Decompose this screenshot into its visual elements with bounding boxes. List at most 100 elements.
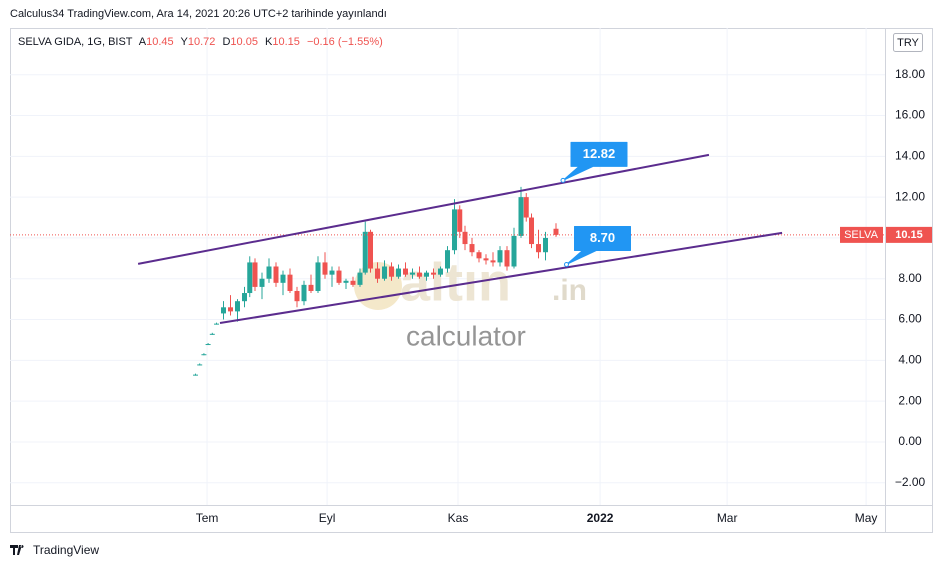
y-tick-label: 2.00 bbox=[898, 393, 922, 407]
currency-box[interactable] bbox=[893, 33, 923, 52]
legend-value: 10.45 bbox=[146, 36, 174, 48]
candle-body bbox=[452, 209, 457, 251]
y-tick-label: 14.00 bbox=[895, 149, 925, 163]
candle-body bbox=[252, 262, 258, 287]
y-tick-label: 12.00 bbox=[895, 189, 925, 203]
candle-body bbox=[221, 307, 226, 314]
price-value-box bbox=[886, 226, 932, 243]
candle-body bbox=[497, 250, 503, 263]
candle-body bbox=[247, 262, 253, 294]
candle-body bbox=[457, 209, 463, 232]
price-name-box bbox=[840, 226, 883, 243]
price-value: 10.15 bbox=[895, 229, 923, 241]
callout-point bbox=[560, 177, 566, 183]
grid bbox=[10, 28, 885, 505]
candle-body bbox=[336, 270, 342, 283]
y-tick-label: 18.00 bbox=[895, 67, 925, 81]
candle-body bbox=[209, 333, 215, 335]
plot-area bbox=[10, 153, 885, 376]
legend-key: Y bbox=[181, 36, 189, 48]
y-tick-label: 4.00 bbox=[898, 353, 922, 367]
candle-body bbox=[242, 293, 247, 302]
candle-body bbox=[308, 284, 314, 291]
chart-frame bbox=[10, 28, 933, 533]
candle-body bbox=[431, 272, 436, 275]
candle-body bbox=[529, 217, 534, 245]
legend-key: K bbox=[265, 36, 273, 48]
candle-body bbox=[518, 197, 524, 236]
candle-body bbox=[417, 272, 422, 277]
candle-body bbox=[490, 260, 496, 263]
candle-body bbox=[511, 235, 517, 267]
candle-body bbox=[201, 354, 207, 356]
candle-body bbox=[266, 266, 272, 279]
candle-body bbox=[235, 301, 240, 312]
y-tick-label: 0.00 bbox=[898, 434, 922, 448]
overlay: −2.000.002.004.006.008.0010.0012.0014.00… bbox=[196, 67, 932, 525]
candle-body bbox=[375, 268, 380, 279]
candle-body bbox=[280, 274, 286, 283]
candle-body bbox=[214, 323, 219, 325]
x-tick-label: Mar bbox=[717, 511, 738, 525]
candle-body bbox=[523, 197, 529, 218]
published-note: Calculus34 TradingView.com, Ara 14, 2021… bbox=[10, 8, 387, 20]
candle-body bbox=[504, 250, 510, 267]
candle-body bbox=[329, 270, 335, 275]
candle-body bbox=[469, 244, 475, 253]
x-tick-label: May bbox=[855, 511, 878, 525]
candle-body bbox=[476, 252, 482, 259]
y-tick-label: 16.00 bbox=[895, 108, 925, 122]
x-tick-label: 2022 bbox=[587, 511, 614, 525]
candle-body bbox=[287, 274, 293, 291]
callout-label: 12.82 bbox=[583, 146, 616, 161]
callout-point bbox=[564, 261, 569, 267]
candle-body bbox=[445, 250, 450, 269]
price-name: SELVA bbox=[844, 229, 878, 241]
callout-label: 8.70 bbox=[590, 230, 615, 245]
candle-body bbox=[205, 344, 211, 346]
legend-value: 10.72 bbox=[188, 36, 216, 48]
candle-body bbox=[301, 284, 307, 302]
trendline bbox=[137, 153, 710, 265]
candle-body bbox=[483, 258, 489, 261]
candle-body bbox=[294, 290, 300, 302]
candle-body bbox=[259, 278, 265, 287]
footer-logo bbox=[10, 545, 24, 555]
candle-body bbox=[343, 280, 349, 283]
watermark: altın .in calculator bbox=[354, 252, 587, 351]
callout bbox=[566, 225, 631, 265]
candle-body bbox=[396, 268, 401, 277]
y-tick-label: 8.00 bbox=[898, 271, 922, 285]
candle-body bbox=[315, 262, 321, 291]
candle-body bbox=[197, 364, 203, 366]
candle-body bbox=[273, 266, 279, 283]
candle-body bbox=[536, 244, 541, 253]
legend-key: D bbox=[222, 36, 230, 48]
x-tick-label: Eyl bbox=[319, 511, 336, 525]
candle-body bbox=[462, 231, 468, 245]
symbol: SELVA GIDA, 1G, BIST bbox=[18, 36, 133, 48]
candle-body bbox=[350, 280, 356, 285]
watermark-tagline: calculator bbox=[406, 320, 526, 351]
candle-body bbox=[368, 231, 373, 269]
candle-body bbox=[410, 272, 415, 275]
callout bbox=[562, 141, 628, 181]
y-tick-label: −2.00 bbox=[895, 475, 926, 489]
x-tick-label: Tem bbox=[196, 511, 219, 525]
candle-body bbox=[543, 237, 548, 253]
legend-value: 10.15 bbox=[272, 36, 300, 48]
symbol-legend: SELVA GIDA, 1G, BIST A10.45 Y10.72 D10.0… bbox=[18, 36, 383, 48]
trendline bbox=[219, 231, 783, 325]
legend-value: 10.05 bbox=[230, 36, 258, 48]
legend-change: −0.16 (−1.55%) bbox=[307, 36, 383, 48]
candle-body bbox=[322, 262, 328, 275]
candle-body bbox=[403, 268, 408, 275]
footer-brand: TradingView bbox=[33, 543, 99, 557]
candle-body bbox=[362, 231, 368, 273]
currency[interactable]: TRY bbox=[897, 37, 919, 49]
candle-body bbox=[357, 272, 363, 285]
candle-body bbox=[382, 266, 387, 279]
candle-body bbox=[228, 307, 233, 312]
